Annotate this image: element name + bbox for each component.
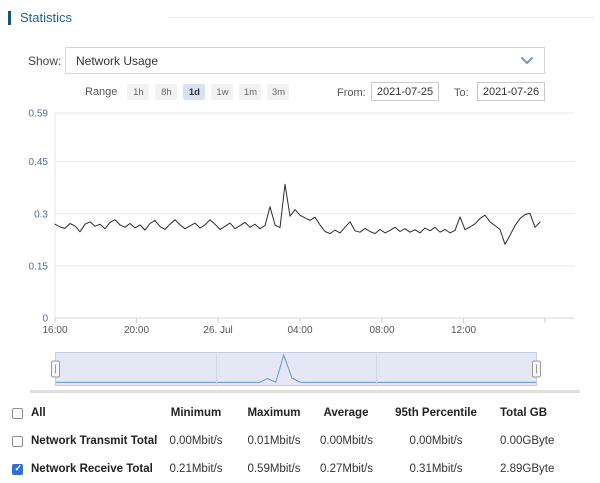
chart-navigator[interactable]	[51, 352, 541, 386]
transmit-95th-percentile: 0.00Mbit/s	[409, 435, 463, 447]
header-divider	[170, 17, 595, 18]
to-label: To:	[454, 87, 469, 99]
transmit-average: 0.00Mbit/s	[320, 435, 374, 447]
receive-95th-percentile: 0.31Mbit/s	[409, 463, 463, 475]
show-select-value: Network Usage	[76, 53, 159, 68]
all-checkbox[interactable]	[12, 407, 23, 419]
x-axis-label: 04:00	[287, 325, 312, 336]
navigator-left-handle[interactable]	[51, 360, 60, 378]
y-axis-label: 0.59	[29, 109, 49, 120]
receive-checkbox[interactable]	[12, 463, 23, 475]
column-header-minimum: Minimum	[170, 407, 222, 419]
x-axis-label: 26. Jul	[203, 325, 232, 336]
transmit-total-gb: 0.00GByte	[500, 435, 555, 447]
range-button-1d[interactable]: 1d	[183, 84, 206, 100]
show-label: Show:	[28, 54, 62, 68]
range-button-8h[interactable]: 8h	[155, 84, 178, 100]
page-title: Statistics	[20, 10, 73, 25]
navigator-gridline	[376, 353, 377, 385]
receive-minimum: 0.21Mbit/s	[169, 463, 223, 475]
transmit-minimum: 0.00Mbit/s	[169, 435, 223, 447]
column-header-maximum: Maximum	[247, 407, 301, 419]
row-label: Network Receive Total	[31, 463, 153, 475]
show-select[interactable]: Network Usage	[65, 47, 545, 74]
from-date-input[interactable]	[371, 82, 439, 101]
panel-header: Statistics	[8, 10, 72, 25]
column-header-average: Average	[323, 407, 369, 419]
transmit-checkbox[interactable]	[12, 435, 23, 447]
table-row-transmit-label: Network Transmit Total	[12, 435, 164, 447]
transmit-maximum: 0.01Mbit/s	[247, 435, 301, 447]
receive-maximum: 0.59Mbit/s	[247, 463, 301, 475]
receive-average: 0.27Mbit/s	[320, 463, 374, 475]
range-button-1h[interactable]: 1h	[127, 84, 150, 100]
accent-bar	[8, 10, 11, 25]
navigator-right-handle[interactable]	[532, 360, 541, 378]
row-label: Network Transmit Total	[31, 435, 158, 447]
receive-total-gb: 2.89GByte	[500, 463, 555, 475]
range-label: Range	[85, 86, 118, 98]
column-header-95th-percentile: 95th Percentile	[395, 407, 477, 419]
x-axis-label: 16:00	[42, 325, 67, 336]
range-button-1w[interactable]: 1w	[211, 84, 234, 100]
x-axis-label: 08:00	[369, 325, 394, 336]
navigator-gridline	[216, 353, 217, 385]
to-date-input[interactable]	[477, 82, 545, 101]
navigator-line	[56, 353, 536, 383]
table-row-receive-label: Network Receive Total	[12, 463, 164, 475]
table-header-all: All	[12, 407, 164, 419]
y-axis-label: 0	[42, 314, 48, 325]
column-header-total-gb: Total GB	[500, 407, 548, 419]
y-axis-label: 0.45	[29, 157, 49, 168]
range-button-1m[interactable]: 1m	[239, 84, 262, 100]
from-label: From:	[337, 87, 366, 99]
y-axis-label: 0.15	[29, 261, 49, 272]
y-axis-label: 0.3	[34, 209, 48, 220]
stats-table: All Minimum Maximum Average 95th Percent…	[12, 399, 555, 483]
range-button-3m[interactable]: 3m	[267, 84, 290, 100]
range-selector: Range 1h 8h 1d 1w 1m 3m	[85, 83, 295, 101]
x-axis-label: 20:00	[124, 325, 149, 336]
x-axis-label: 12:00	[451, 325, 476, 336]
scrollbar-track[interactable]	[30, 390, 580, 393]
chart-line	[54, 183, 541, 245]
navigator-chart	[56, 353, 536, 383]
network-usage-chart: 0.59 0.45 0.3 0.15 0 16:00 20:00 26. Jul…	[29, 109, 575, 336]
all-label: All	[31, 407, 46, 419]
chevron-down-icon	[521, 57, 533, 64]
